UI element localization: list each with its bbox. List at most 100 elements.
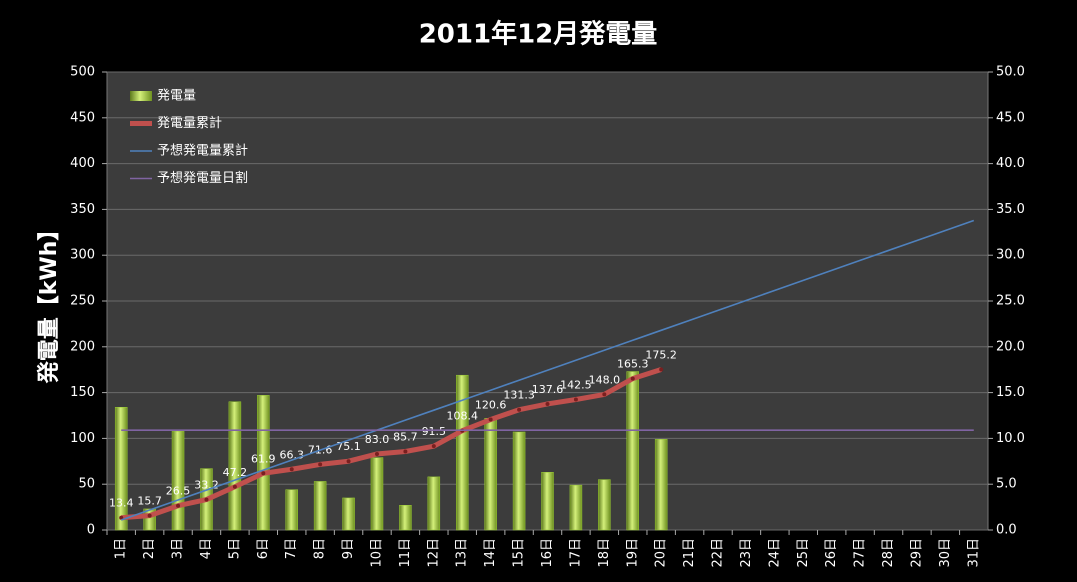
point xyxy=(289,467,294,472)
x-tick-label: 13日 xyxy=(455,538,470,568)
point xyxy=(176,503,181,508)
data-label: 15.7 xyxy=(137,495,162,508)
point xyxy=(573,397,578,402)
y-axis-title: 発電量【kWh】 xyxy=(37,219,62,385)
y2-tick-label: 45.0 xyxy=(996,110,1025,125)
line xyxy=(121,367,662,521)
y-tick-label: 300 xyxy=(70,248,95,263)
point xyxy=(488,417,493,422)
x-tick-label: 7日 xyxy=(284,538,299,559)
x-tick-label: 17日 xyxy=(568,538,583,568)
point xyxy=(147,513,152,518)
x-tick-label: 3日 xyxy=(171,538,186,559)
bar xyxy=(484,417,497,531)
y2-tick-label: 0.0 xyxy=(996,523,1017,538)
x-tick-label: 18日 xyxy=(597,538,612,568)
y2-tick-label: 15.0 xyxy=(996,385,1025,400)
data-label: 75.1 xyxy=(336,440,361,453)
legend-label: 予想発電量累計 xyxy=(157,143,248,159)
data-label: 61.9 xyxy=(251,452,276,465)
data-label: 137.6 xyxy=(532,383,564,396)
x-tick-label: 2日 xyxy=(142,538,157,559)
x-tick-label: 11日 xyxy=(398,538,413,568)
y-tick-label: 100 xyxy=(70,431,95,446)
x-tick-label: 14日 xyxy=(483,538,498,568)
data-label: 91.5 xyxy=(422,425,447,438)
point xyxy=(431,444,436,449)
bar xyxy=(285,489,298,531)
y2-tick-label: 25.0 xyxy=(996,294,1025,309)
bar xyxy=(427,476,441,531)
y-tick-label: 200 xyxy=(70,339,95,354)
y2-tick-label: 50.0 xyxy=(996,65,1025,80)
y2-tick-label: 30.0 xyxy=(996,248,1025,263)
data-label: 148.0 xyxy=(589,373,621,386)
legend-label: 発電量 xyxy=(157,89,196,104)
data-label: 165.3 xyxy=(617,358,649,371)
x-tick-label: 31日 xyxy=(966,538,981,568)
bar xyxy=(342,497,355,531)
x-tick-label: 5日 xyxy=(227,538,242,559)
point xyxy=(374,451,379,456)
bar xyxy=(626,371,640,531)
bar xyxy=(541,472,554,531)
legend-swatch xyxy=(130,91,152,101)
data-label: 108.4 xyxy=(446,410,478,423)
data-label: 26.5 xyxy=(166,485,191,498)
x-tick-label: 29日 xyxy=(909,538,924,568)
y-tick-label: 450 xyxy=(70,110,95,125)
point xyxy=(517,407,522,412)
legend-label: 発電量累計 xyxy=(157,115,222,131)
chart-title: 2011年12月発電量 xyxy=(419,19,658,50)
data-label: 85.7 xyxy=(393,430,418,443)
x-tick-label: 15日 xyxy=(512,538,527,568)
point xyxy=(545,401,550,406)
x-tick-label: 27日 xyxy=(853,538,868,568)
x-tick-label: 28日 xyxy=(881,538,896,568)
y-tick-label: 400 xyxy=(70,156,95,171)
y-tick-label: 500 xyxy=(70,65,95,80)
x-tick-label: 6日 xyxy=(256,538,271,559)
y-tick-label: 150 xyxy=(70,385,95,400)
y-tick-label: 0 xyxy=(87,523,95,538)
y-tick-label: 250 xyxy=(70,294,95,309)
x-tick-label: 8日 xyxy=(313,538,328,559)
point xyxy=(318,462,323,467)
data-label: 120.6 xyxy=(475,399,507,412)
point xyxy=(261,471,266,476)
y2-tick-label: 5.0 xyxy=(996,477,1017,492)
data-label: 142.5 xyxy=(560,378,592,391)
x-tick-label: 21日 xyxy=(682,538,697,568)
point xyxy=(119,515,124,520)
x-tick-label: 22日 xyxy=(711,538,726,568)
data-label: 175.2 xyxy=(645,349,677,362)
bar xyxy=(399,505,412,531)
point xyxy=(403,449,408,454)
data-label: 47.2 xyxy=(223,466,248,479)
point xyxy=(659,367,664,372)
x-tick-label: 26日 xyxy=(824,538,839,568)
legend-label: 予想発電量日割 xyxy=(157,170,248,186)
x-tick-label: 25日 xyxy=(796,538,811,568)
bar xyxy=(455,374,469,531)
x-tick-label: 12日 xyxy=(426,538,441,568)
y-tick-label: 50 xyxy=(78,477,95,492)
bar xyxy=(598,479,611,531)
bar xyxy=(654,439,668,531)
x-tick-label: 24日 xyxy=(767,538,782,568)
data-label: 131.3 xyxy=(503,389,535,402)
data-label: 83.0 xyxy=(365,433,390,446)
bar xyxy=(171,430,185,531)
x-tick-label: 23日 xyxy=(739,538,754,568)
bar xyxy=(114,407,128,531)
bar xyxy=(512,431,526,531)
x-tick-label: 16日 xyxy=(540,538,555,568)
point xyxy=(630,376,635,381)
y2-tick-label: 40.0 xyxy=(996,156,1025,171)
point xyxy=(204,497,209,502)
y2-tick-label: 10.0 xyxy=(996,431,1025,446)
bar xyxy=(257,395,270,531)
bar xyxy=(370,457,384,531)
x-tick-label: 10日 xyxy=(369,538,384,568)
